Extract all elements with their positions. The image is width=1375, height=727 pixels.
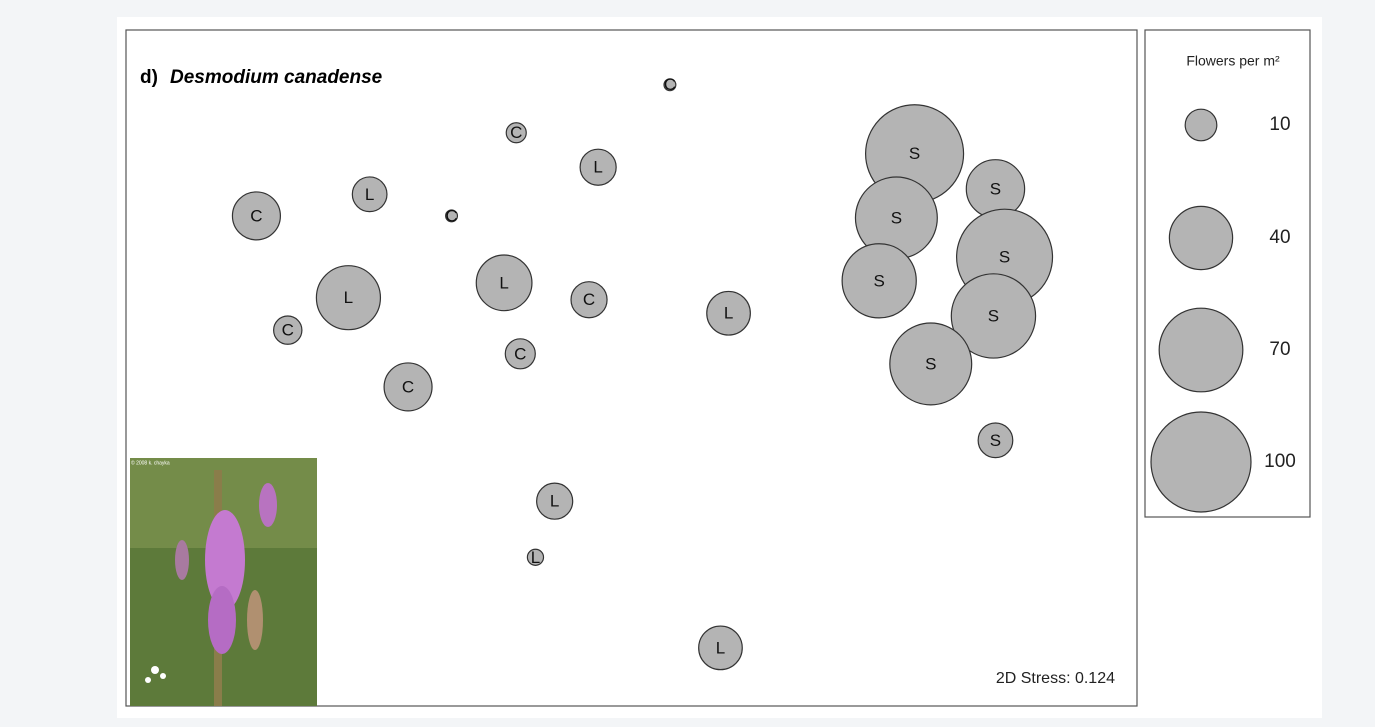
bubble	[351, 176, 388, 213]
legend-bubble	[1158, 307, 1244, 393]
bubble	[475, 254, 533, 312]
bubble	[698, 625, 743, 671]
panel-label: d)	[140, 67, 158, 88]
bubble	[445, 209, 459, 223]
bubble-label: C	[583, 290, 595, 309]
bubble-label: C	[402, 377, 414, 396]
bubble-label: S	[990, 179, 1001, 198]
bubble-label: L	[716, 638, 725, 657]
bubble	[383, 362, 433, 412]
bubble-label: S	[909, 144, 920, 163]
bubble-label: C	[445, 206, 457, 225]
bubble	[663, 78, 677, 92]
bubble-label: L	[344, 288, 353, 307]
bubble-label: L	[531, 548, 540, 567]
legend-label: 40	[1269, 227, 1290, 248]
bubble-label: L	[365, 185, 374, 204]
bubble	[889, 322, 973, 406]
bubble-label: S	[999, 248, 1010, 267]
bubble	[536, 482, 574, 520]
bubble-label: C	[250, 206, 262, 225]
bubble	[315, 265, 382, 331]
bubble-label: L	[550, 492, 559, 511]
bubble-label: C	[282, 321, 294, 340]
bubble-label: S	[925, 354, 936, 373]
legend-bubble	[1168, 205, 1234, 271]
bubble-label: L	[593, 158, 602, 177]
legend-label: 10	[1269, 114, 1290, 135]
bubble	[579, 148, 617, 186]
bubble-label: S	[891, 208, 902, 227]
bubble	[977, 422, 1014, 459]
legend-label: 100	[1264, 451, 1296, 472]
bubble-label: S	[990, 431, 1001, 450]
bubble-label: L	[724, 304, 733, 323]
bubble-label: C	[510, 123, 522, 142]
stress-annotation: 2D Stress: 0.124	[996, 670, 1115, 687]
chart-title: Desmodium canadense	[170, 67, 383, 88]
bubble	[504, 338, 536, 370]
legend-title: Flowers per m²	[1186, 53, 1280, 69]
bubble-label: L	[499, 273, 508, 292]
legend-bubble	[1184, 108, 1218, 142]
legend-label: 70	[1269, 339, 1290, 360]
photo-inset: © 2008 k. chayka	[130, 458, 317, 706]
bubble-label: C	[514, 344, 526, 363]
bubble-label: C	[664, 75, 676, 94]
photo-credit: © 2008 k. chayka	[131, 459, 170, 466]
bubble-label: S	[874, 271, 885, 290]
bubble	[526, 548, 545, 566]
bubble	[231, 191, 281, 241]
bubble	[706, 290, 751, 336]
bubble	[273, 315, 303, 345]
bubble	[505, 122, 527, 144]
bubble-label: S	[988, 306, 999, 325]
bubble	[841, 243, 917, 319]
bubble	[570, 281, 608, 319]
legend-bubble	[1150, 411, 1252, 513]
bubble	[950, 273, 1037, 359]
